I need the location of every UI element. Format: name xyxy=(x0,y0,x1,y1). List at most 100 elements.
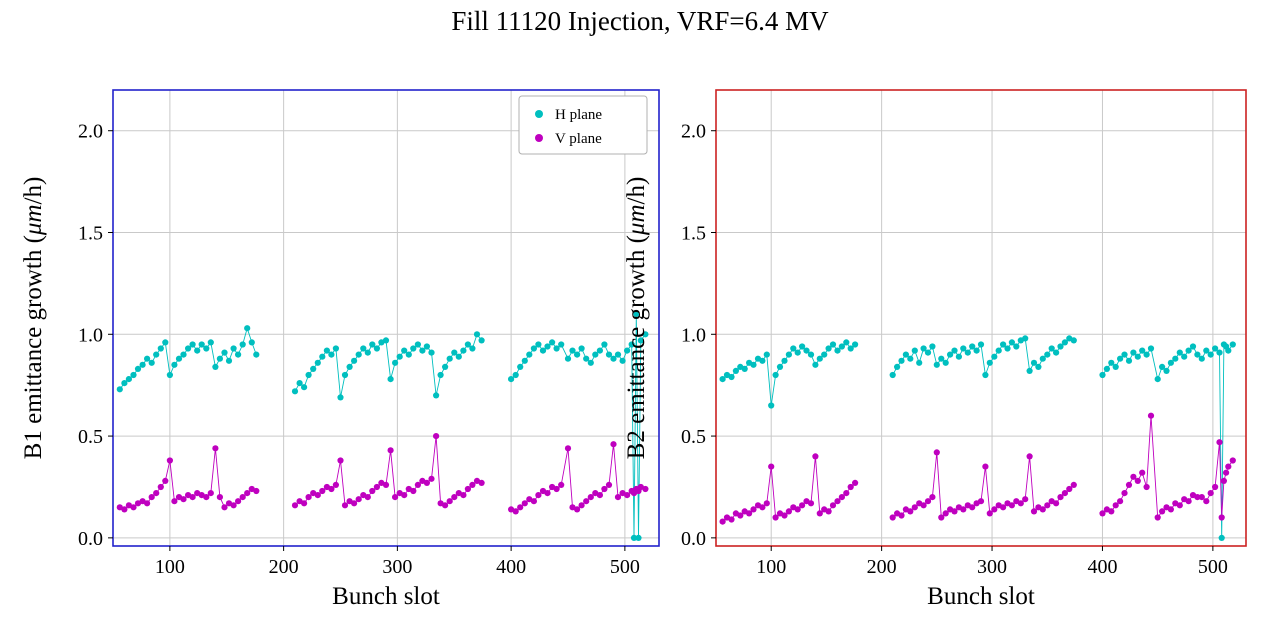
data-point xyxy=(244,325,251,332)
data-point xyxy=(1154,376,1161,383)
data-point xyxy=(1044,502,1051,509)
data-point xyxy=(419,347,426,354)
y-tick-label: 1.0 xyxy=(78,324,103,346)
x-tick-label: 500 xyxy=(1198,556,1228,578)
data-point xyxy=(969,504,976,511)
data-point xyxy=(1212,345,1219,352)
data-point xyxy=(464,485,471,493)
data-point xyxy=(907,508,914,515)
data-point xyxy=(323,347,330,354)
data-point xyxy=(911,504,918,511)
data-point xyxy=(296,380,303,387)
data-point xyxy=(1008,502,1016,509)
data-point xyxy=(1108,508,1115,515)
data-point xyxy=(198,341,205,348)
data-point xyxy=(451,494,458,501)
data-point xyxy=(1061,490,1068,497)
data-point xyxy=(305,371,312,379)
data-point xyxy=(991,353,998,360)
data-point xyxy=(473,331,481,338)
data-point xyxy=(1159,363,1166,370)
data-point xyxy=(216,494,223,501)
data-point xyxy=(144,355,151,362)
data-point xyxy=(933,361,940,368)
data-point xyxy=(428,475,435,482)
data-point xyxy=(746,510,753,517)
data-point xyxy=(838,494,846,501)
data-point xyxy=(1167,506,1174,513)
data-point xyxy=(553,345,560,352)
y-tick-label: 1.0 xyxy=(681,324,706,346)
data-point xyxy=(244,490,251,497)
data-point xyxy=(328,351,335,358)
data-point xyxy=(898,357,905,364)
data-point xyxy=(750,361,757,368)
data-point xyxy=(898,512,905,519)
data-point xyxy=(1000,504,1007,511)
data-point xyxy=(189,341,196,348)
y-tick-label: 2.0 xyxy=(681,121,706,143)
data-point xyxy=(341,502,349,509)
data-point xyxy=(360,345,367,352)
data-point xyxy=(816,355,823,362)
data-point xyxy=(924,349,932,356)
data-point xyxy=(1181,353,1188,360)
data-point xyxy=(1212,483,1219,491)
data-point xyxy=(894,363,901,370)
data-point xyxy=(1185,498,1192,505)
data-point xyxy=(1198,355,1205,362)
y-axis-label: B2 emittance growth (μm/h) xyxy=(623,177,650,460)
data-point xyxy=(166,457,173,464)
data-point xyxy=(843,490,850,497)
data-point xyxy=(125,376,132,383)
data-point xyxy=(373,345,380,352)
data-point xyxy=(1048,345,1055,352)
data-point xyxy=(1108,359,1115,366)
data-point xyxy=(162,339,169,346)
data-point xyxy=(185,345,192,352)
axes-spines xyxy=(112,89,660,547)
data-point xyxy=(387,376,394,383)
data-point xyxy=(1172,355,1179,362)
data-point xyxy=(225,357,233,364)
data-point xyxy=(464,341,471,348)
data-point xyxy=(1139,469,1146,476)
data-point xyxy=(794,506,801,513)
data-point xyxy=(189,494,196,501)
data-point xyxy=(216,355,223,362)
grid-lines xyxy=(113,90,659,546)
data-point xyxy=(610,441,617,448)
data-point xyxy=(116,386,123,393)
series-v-plane xyxy=(116,433,649,515)
data-point xyxy=(319,353,326,360)
data-point xyxy=(1159,508,1166,515)
y-tick-label: 0.0 xyxy=(681,528,706,550)
x-tick-label: 400 xyxy=(496,556,526,578)
data-point xyxy=(768,402,775,409)
data-point xyxy=(512,508,519,515)
legend-label: V plane xyxy=(555,131,602,147)
data-point xyxy=(301,500,308,507)
data-point xyxy=(410,487,417,495)
data-point xyxy=(364,349,371,356)
data-point xyxy=(355,496,362,503)
data-point xyxy=(852,341,859,348)
data-point xyxy=(180,351,187,358)
data-point xyxy=(889,371,896,379)
data-point xyxy=(460,492,467,499)
data-point xyxy=(369,341,376,348)
data-point xyxy=(847,483,854,491)
data-point xyxy=(1207,351,1214,358)
data-point xyxy=(544,343,551,350)
data-point xyxy=(171,498,178,505)
data-point xyxy=(423,479,430,486)
data-point xyxy=(574,351,581,358)
x-tick-label: 300 xyxy=(977,556,1007,578)
data-point xyxy=(1070,337,1077,344)
legend-label: H plane xyxy=(555,107,602,123)
data-point xyxy=(719,518,726,525)
data-point xyxy=(1000,341,1007,348)
data-point xyxy=(1143,351,1150,358)
data-point xyxy=(1216,439,1223,446)
data-point xyxy=(207,490,214,497)
